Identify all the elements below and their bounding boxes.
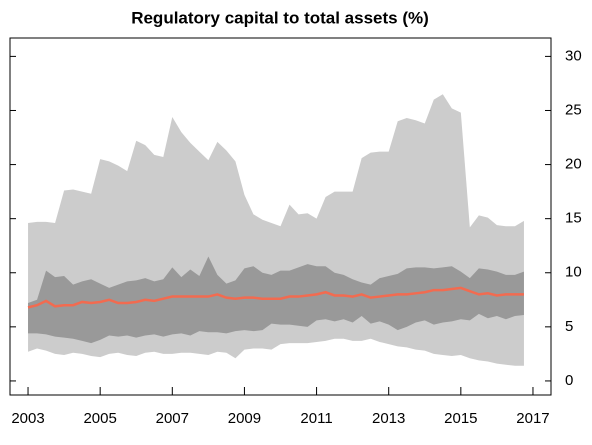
x-tick-label: 2005	[83, 410, 116, 427]
y-tick-label: 20	[565, 156, 582, 173]
chart-title: Regulatory capital to total assets (%)	[131, 8, 429, 27]
y-tick-label: 15	[565, 210, 582, 227]
x-tick-label: 2017	[516, 410, 549, 427]
plot-frame	[9, 37, 552, 396]
x-tick-label: 2003	[11, 410, 44, 427]
y-tick-label: 30	[565, 47, 582, 64]
y-tick-label: 0	[565, 372, 573, 389]
x-tick-label: 2013	[372, 410, 405, 427]
y-tick-label: 25	[565, 101, 582, 118]
x-tick-label: 2007	[156, 410, 189, 427]
x-tick-label: 2011	[300, 410, 332, 427]
y-tick-label: 10	[565, 264, 582, 281]
y-tick-label: 5	[565, 318, 573, 335]
x-tick-label: 2015	[444, 410, 477, 427]
x-tick-label: 2009	[228, 410, 261, 427]
median-line	[27, 286, 524, 309]
